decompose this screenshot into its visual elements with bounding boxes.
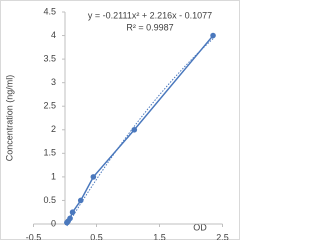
point <box>131 126 138 133</box>
trendline <box>66 38 214 227</box>
x-tick-label: 1.5 <box>153 232 166 240</box>
y-tick-label: 1 <box>51 171 56 181</box>
point <box>67 215 73 222</box>
y-tick-label: 2.5 <box>43 101 56 111</box>
x-axis-title: OD <box>193 222 207 232</box>
series-line <box>66 35 214 224</box>
point <box>69 209 76 216</box>
y-tick-label: 4 <box>51 30 56 40</box>
chart-border <box>0 0 240 240</box>
y-axis-title: Concentration (ng/ml) <box>4 75 14 162</box>
y-tick-label: 1.5 <box>43 148 56 158</box>
y-tick-label: 0.5 <box>43 195 56 205</box>
y-tick-label: 2 <box>51 124 56 134</box>
y-tick-label: 3 <box>51 77 56 87</box>
y-tick-label: 4.5 <box>43 6 56 16</box>
x-tick-label: 0.5 <box>90 232 103 240</box>
y-tick-label: 0 <box>51 218 56 228</box>
point <box>210 32 216 39</box>
equation: y = -0.2111x² + 2.216x - 0.1077 <box>88 10 212 20</box>
x-tick-label: 2.5 <box>216 232 229 240</box>
chart: Concentration (ng/ml) OD y = -0.2111x² +… <box>0 0 240 240</box>
r-squared: R² = 0.9987 <box>126 22 173 32</box>
y-tick-label: 3.5 <box>43 53 56 63</box>
point <box>90 174 97 180</box>
x-tick-label: -0.5 <box>26 232 42 240</box>
point <box>77 197 84 204</box>
